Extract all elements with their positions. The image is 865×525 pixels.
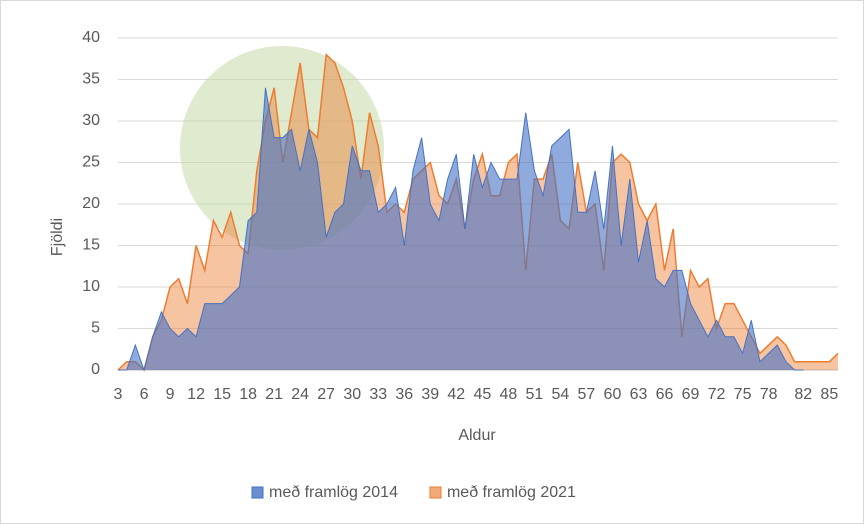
x-tick-label: 69: [682, 386, 700, 403]
legend-swatch: [429, 486, 442, 499]
y-tick-label: 40: [82, 29, 100, 46]
y-tick-label: 30: [82, 112, 100, 129]
x-tick-label: 15: [213, 386, 231, 403]
y-tick-label: 35: [82, 71, 100, 88]
x-tick-label: 30: [343, 386, 361, 403]
x-tick-label: 3: [114, 386, 123, 403]
x-tick-label: 48: [499, 386, 517, 403]
x-tick-label: 45: [473, 386, 491, 403]
x-tick-label: 85: [820, 386, 838, 403]
x-tick-label: 24: [291, 386, 309, 403]
x-tick-label: 63: [630, 386, 648, 403]
x-tick-label: 51: [525, 386, 543, 403]
x-tick-label: 6: [140, 386, 149, 403]
y-tick-label: 20: [82, 195, 100, 212]
x-tick-label: 27: [317, 386, 335, 403]
legend: með framlög 2014 með framlög 2021: [251, 484, 576, 501]
x-tick-label: 21: [265, 386, 283, 403]
legend-label: með framlög 2021: [447, 484, 576, 501]
x-tick-label: 82: [794, 386, 812, 403]
x-tick-label: 57: [578, 386, 596, 403]
x-tick-label: 42: [447, 386, 465, 403]
legend-label: með framlög 2014: [269, 484, 398, 501]
legend-swatch: [251, 486, 264, 499]
x-tick-label: 72: [708, 386, 726, 403]
x-tick-label: 36: [395, 386, 413, 403]
y-tick-label: 0: [91, 361, 100, 378]
x-tick-label: 78: [760, 386, 778, 403]
x-tick-label: 66: [656, 386, 674, 403]
area: [118, 87, 804, 371]
x-tick-label: 39: [421, 386, 439, 403]
y-tick-label: 10: [82, 278, 100, 295]
x-tick-label: 75: [734, 386, 752, 403]
x-tick-label: 54: [552, 386, 570, 403]
y-axis-label: Fjöldi: [49, 218, 66, 256]
x-tick-label: 60: [604, 386, 622, 403]
x-tick-label: 9: [166, 386, 175, 403]
y-tick-label: 25: [82, 154, 100, 171]
x-tick-label: 33: [369, 386, 387, 403]
x-tick-label: 18: [239, 386, 257, 403]
x-axis-label: Aldur: [458, 427, 496, 444]
area-line: [118, 87, 804, 372]
x-tick-label: 12: [187, 386, 205, 403]
areas: [117, 53, 839, 372]
y-tick-label: 15: [82, 237, 100, 254]
y-tick-label: 5: [91, 320, 100, 337]
